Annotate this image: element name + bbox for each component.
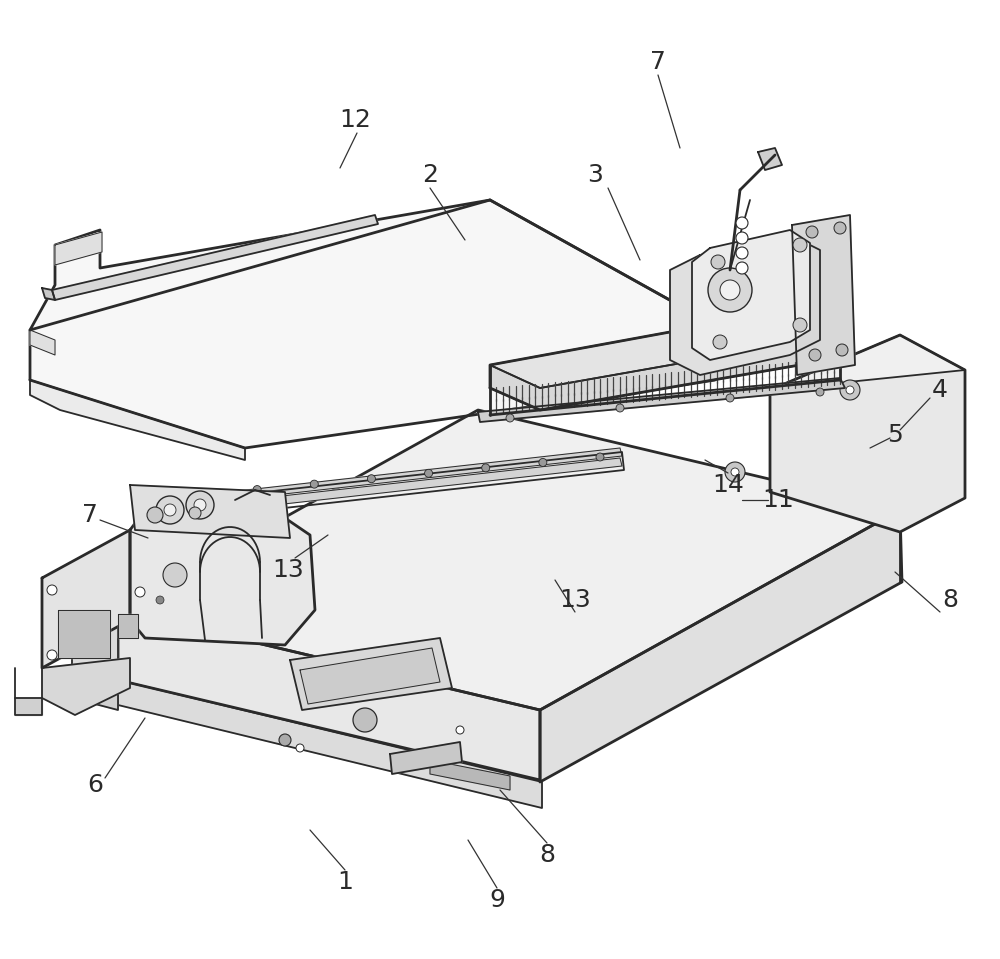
Text: 14: 14 [712, 473, 744, 497]
Text: 8: 8 [942, 588, 958, 612]
Circle shape [793, 238, 807, 252]
Polygon shape [118, 410, 900, 710]
Text: 8: 8 [539, 843, 555, 867]
Text: 5: 5 [887, 423, 903, 447]
Polygon shape [758, 148, 782, 170]
Circle shape [736, 217, 748, 229]
Circle shape [731, 468, 739, 476]
Polygon shape [118, 610, 540, 780]
Circle shape [736, 247, 748, 259]
Polygon shape [30, 330, 55, 355]
Polygon shape [300, 648, 440, 704]
Polygon shape [55, 232, 102, 265]
Circle shape [836, 344, 848, 356]
Circle shape [353, 708, 377, 732]
Polygon shape [58, 610, 110, 658]
Circle shape [456, 726, 464, 734]
Polygon shape [540, 510, 902, 782]
Circle shape [47, 585, 57, 595]
Polygon shape [15, 698, 42, 715]
Circle shape [616, 404, 624, 412]
Circle shape [846, 386, 854, 394]
Text: 4: 4 [932, 378, 948, 402]
Circle shape [725, 462, 745, 482]
Polygon shape [118, 680, 542, 808]
Polygon shape [478, 378, 845, 422]
Polygon shape [770, 335, 965, 532]
Circle shape [708, 268, 752, 312]
Polygon shape [42, 530, 130, 668]
Text: 2: 2 [422, 163, 438, 187]
Circle shape [834, 222, 846, 234]
Polygon shape [72, 668, 118, 710]
Text: 13: 13 [272, 558, 304, 582]
Polygon shape [130, 485, 290, 538]
Circle shape [135, 587, 145, 597]
Polygon shape [290, 638, 452, 710]
Circle shape [736, 262, 748, 274]
Circle shape [425, 469, 433, 478]
Circle shape [279, 734, 291, 746]
Polygon shape [42, 288, 55, 300]
Circle shape [816, 388, 824, 396]
Circle shape [47, 650, 57, 660]
Polygon shape [670, 235, 820, 375]
Circle shape [194, 499, 206, 511]
Text: 9: 9 [489, 888, 505, 912]
Polygon shape [692, 230, 810, 360]
Polygon shape [72, 598, 118, 680]
Circle shape [596, 453, 604, 461]
Circle shape [253, 485, 261, 494]
Text: 3: 3 [587, 163, 603, 187]
Polygon shape [430, 760, 510, 790]
Text: 12: 12 [339, 108, 371, 132]
Polygon shape [118, 614, 138, 638]
Polygon shape [490, 310, 840, 388]
Circle shape [310, 480, 318, 488]
Text: 1: 1 [337, 870, 353, 894]
Circle shape [840, 380, 860, 400]
Circle shape [156, 596, 164, 604]
Circle shape [806, 226, 818, 238]
Polygon shape [175, 458, 622, 516]
Circle shape [711, 255, 725, 269]
Circle shape [186, 491, 214, 519]
Circle shape [156, 496, 184, 524]
Circle shape [793, 318, 807, 332]
Circle shape [809, 349, 821, 361]
Text: 13: 13 [559, 588, 591, 612]
Polygon shape [770, 335, 965, 390]
Text: 6: 6 [87, 773, 103, 797]
Circle shape [726, 394, 734, 402]
Circle shape [713, 335, 727, 349]
Circle shape [147, 507, 163, 523]
Polygon shape [792, 215, 855, 375]
Text: 7: 7 [82, 503, 98, 527]
Circle shape [736, 232, 748, 244]
Polygon shape [175, 448, 622, 506]
Circle shape [296, 744, 304, 752]
Polygon shape [42, 658, 130, 715]
Circle shape [482, 464, 490, 472]
Circle shape [189, 507, 201, 519]
Circle shape [164, 504, 176, 516]
Polygon shape [490, 335, 840, 410]
Text: 7: 7 [650, 50, 666, 74]
Circle shape [506, 414, 514, 422]
Polygon shape [390, 742, 462, 774]
Circle shape [163, 563, 187, 587]
Polygon shape [30, 380, 245, 460]
Circle shape [367, 475, 375, 482]
Polygon shape [130, 510, 315, 645]
Circle shape [539, 458, 547, 466]
Circle shape [196, 491, 204, 499]
Circle shape [720, 280, 740, 300]
Polygon shape [52, 215, 378, 300]
Polygon shape [30, 200, 720, 448]
Text: 11: 11 [762, 488, 794, 512]
